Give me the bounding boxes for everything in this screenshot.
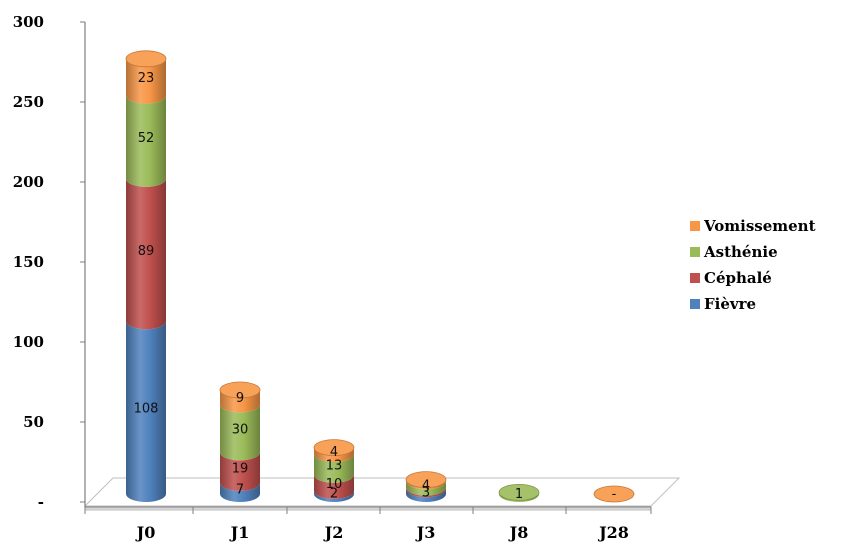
x-category-label: J2 — [323, 523, 344, 542]
x-category-label: J8 — [508, 523, 529, 542]
x-category-label: J3 — [415, 523, 436, 542]
legend-swatch — [690, 299, 700, 309]
cylinder-segment — [406, 481, 447, 496]
y-tick-label: 200 — [13, 173, 44, 191]
chart-floor — [83, 477, 681, 507]
data-label: 108 — [134, 402, 159, 417]
legend-label: Asthénie — [703, 243, 778, 261]
cylinder-segment — [220, 452, 260, 491]
x-category-label: J28 — [597, 523, 629, 542]
cylinder-segment — [314, 490, 354, 502]
cylinder-segment — [126, 321, 166, 502]
cylinder-segment — [406, 489, 447, 502]
data-label: 89 — [138, 244, 155, 259]
cylinder-segment — [406, 487, 447, 498]
legend-swatch — [690, 247, 700, 257]
cylinder-top-cap — [313, 439, 355, 457]
data-label: 10 — [326, 477, 343, 492]
y-tick-label: 100 — [13, 333, 44, 351]
y-tick-label: 150 — [13, 253, 44, 271]
data-label: 2 — [330, 486, 338, 501]
legend-swatch — [690, 273, 700, 283]
x-category-label: J1 — [229, 523, 250, 542]
data-label: 30 — [232, 422, 249, 437]
cylinder-segment — [126, 58, 166, 104]
data-label: 1 — [515, 487, 523, 502]
y-tick-label: 250 — [13, 93, 44, 111]
cylinder-segment — [220, 390, 260, 413]
legend-swatch — [690, 221, 700, 231]
cylinder-segment — [314, 454, 354, 483]
x-category-label: J0 — [135, 523, 156, 542]
cylinder-top-cap — [219, 381, 261, 399]
data-label: - — [612, 487, 617, 502]
data-label: 4 — [422, 478, 430, 493]
y-tick-label: 50 — [23, 413, 44, 431]
cylinder-segment — [126, 95, 166, 187]
data-label: 52 — [138, 131, 155, 146]
cylinder-top-cap — [498, 483, 540, 501]
cylinder-segment — [220, 404, 260, 461]
data-label: 19 — [232, 462, 249, 477]
data-label: 13 — [326, 458, 343, 473]
cylinder-segment — [314, 447, 354, 462]
data-label: 3 — [422, 486, 430, 501]
cylinder-segment — [220, 482, 260, 502]
data-label: 4 — [330, 445, 338, 460]
legend-label: Fièvre — [704, 295, 756, 313]
cylinder-segment — [314, 474, 354, 499]
data-label: 9 — [236, 391, 244, 406]
y-tick-label: - — [38, 493, 44, 511]
data-label: 23 — [138, 71, 155, 86]
legend-label: Céphalé — [704, 269, 772, 287]
cylinder-top-cap — [593, 485, 635, 503]
cylinder-top-cap — [125, 50, 167, 68]
cylinder-segment — [126, 178, 166, 330]
legend-label: Vomissement — [703, 217, 816, 235]
data-label: 7 — [236, 482, 244, 497]
y-tick-label: 300 — [13, 13, 44, 31]
cylinder-top-cap — [405, 471, 447, 489]
